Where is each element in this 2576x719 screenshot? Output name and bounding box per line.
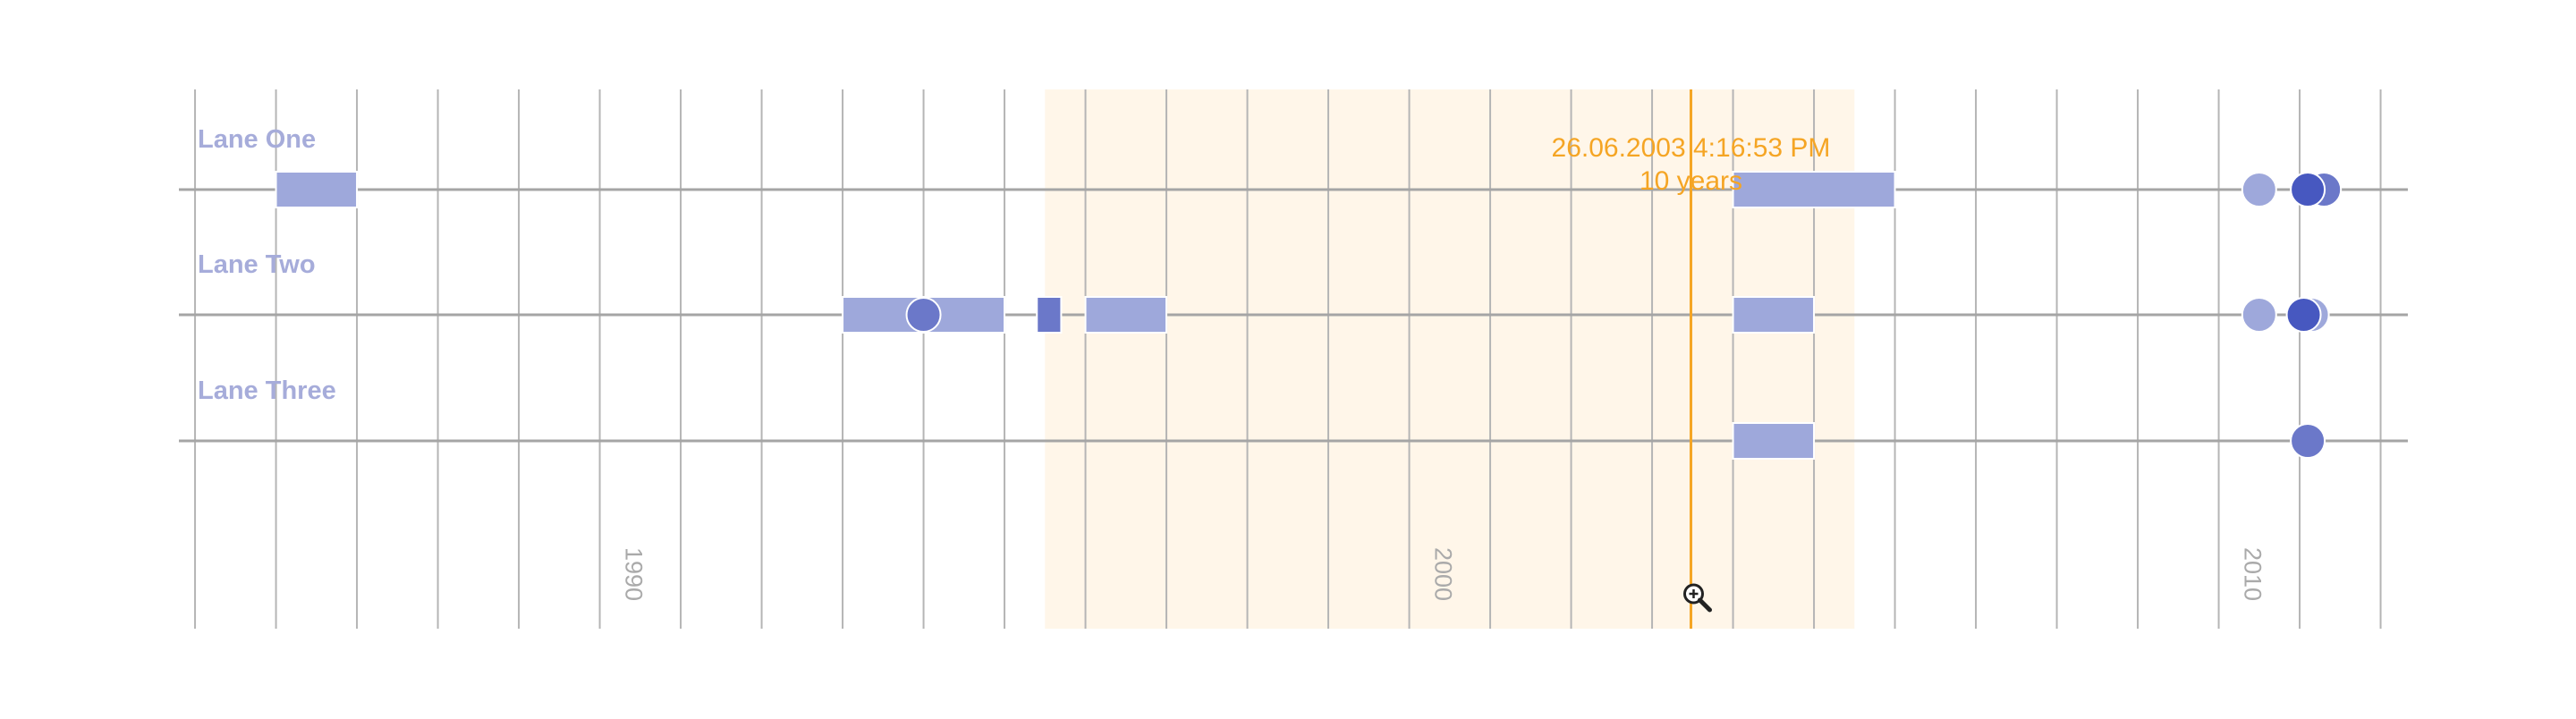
event-range[interactable] [1732, 296, 1816, 334]
tick-label: 1990 [621, 547, 648, 601]
event-point[interactable] [2290, 423, 2326, 459]
event-range[interactable] [1036, 296, 1063, 334]
tick-label: 2000 [1430, 547, 1457, 601]
highlight-range[interactable] [1045, 89, 1855, 629]
event-point[interactable] [2241, 172, 2277, 207]
event-range[interactable] [1732, 171, 1896, 208]
event-point[interactable] [2241, 297, 2277, 333]
event-point[interactable] [2285, 297, 2322, 333]
cursor-duration-label: 10 years [1640, 166, 1742, 196]
event-range[interactable] [275, 171, 359, 208]
event-point[interactable] [905, 297, 942, 333]
event-point[interactable] [2290, 172, 2326, 207]
event-range[interactable] [1732, 422, 1816, 460]
lane-label: Lane Three [198, 376, 336, 405]
lane-label: Lane One [198, 125, 316, 154]
lane-label: Lane Two [198, 250, 316, 279]
cursor-date-label: 26.06.2003 4:16:53 PM [1552, 133, 1831, 163]
zoom-in-icon[interactable] [1682, 583, 1712, 613]
tick-label: 2010 [2240, 547, 2267, 601]
event-range[interactable] [1084, 296, 1168, 334]
